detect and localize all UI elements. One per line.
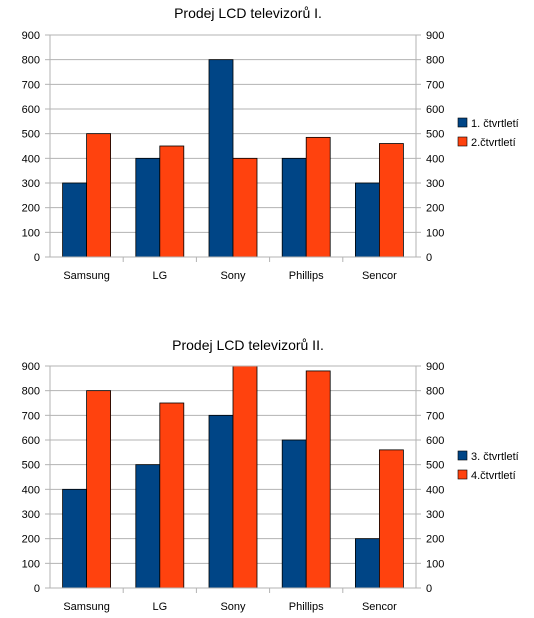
chart-1-y-axis-left: 0 100 200 300 400 500 600 700 800 900 — [22, 30, 40, 264]
chart-1-x-tick-label: LG — [152, 270, 167, 282]
chart-1-x-tick-label: Phillips — [289, 270, 324, 282]
chart-2-bar-samsung-series-2 — [86, 390, 111, 589]
chart-1-x-tick-label: Sony — [220, 270, 246, 282]
chart-1-bar-sony-series-1 — [208, 59, 234, 258]
chart-2-y-axis-right: 0 100 200 300 400 500 600 700 800 900 — [426, 361, 444, 595]
chart-1-y-tick-label-left: 600 — [22, 104, 40, 116]
chart-2-legend-swatch-1 — [457, 450, 468, 461]
chart-2-y-tick-label-left: 800 — [22, 386, 40, 398]
chart-1-y-tick-label-left: 900 — [22, 30, 40, 42]
chart-2-legend-swatch-2 — [457, 469, 468, 480]
chart-1-y-tick-label-right: 600 — [426, 104, 444, 116]
chart-2-title: Prodej LCD televizorů II. — [172, 337, 324, 353]
chart-1-y-tick-label-left: 500 — [22, 129, 40, 141]
chart-2-bar-sencor-series-1 — [354, 538, 380, 589]
chart-1-y-tick-label-left: 700 — [22, 79, 40, 91]
chart-1-bar-samsung-series-1 — [62, 182, 87, 258]
chart-1-legend: 1. čtvrtletí 2.čtvrtletí — [457, 117, 519, 149]
chart-1-y-tick-label-right: 300 — [426, 178, 444, 190]
chart-1-y-tick-label-right: 900 — [426, 30, 444, 42]
chart-1-legend-swatch-2 — [457, 136, 468, 147]
chart-2-y-tick-label-left: 500 — [22, 460, 40, 472]
chart-2-y-tick-label-right: 300 — [426, 509, 444, 521]
chart-2-y-axis-left: 0 100 200 300 400 500 600 700 800 900 — [22, 361, 40, 595]
chart-1-y-tick-label-right: 0 — [426, 252, 432, 264]
chart-1-x-axis: Samsung LG Sony Phillips Sencor — [63, 270, 397, 282]
chart-2-bar-phillips-series-1 — [281, 439, 307, 589]
chart-1-x-tick-label: Sencor — [362, 270, 397, 282]
chart-1-bar-sencor-series-2 — [378, 143, 404, 258]
chart-2-y-tick-label-right: 0 — [426, 583, 432, 595]
chart-1-y-tick-label-right: 200 — [426, 203, 444, 215]
chart-1-y-tick-label-right: 800 — [426, 55, 444, 67]
chart-1-bar-lg-series-2 — [159, 145, 185, 258]
chart-1-bar-phillips-series-2 — [305, 136, 331, 258]
chart-2-x-tick-label: Samsung — [63, 601, 109, 613]
chart-1-y-tick-label-left: 400 — [22, 153, 40, 165]
chart-2-y-tick-label-left: 100 — [22, 558, 40, 570]
chart-1-bar-phillips-series-1 — [281, 157, 307, 258]
chart-2-x-tick-label: Sony — [220, 601, 246, 613]
chart-2-x-tick-label: Sencor — [362, 601, 397, 613]
chart-2-y-tick-label-right: 400 — [426, 484, 444, 496]
chart-2-legend-label-1: 3. čtvrtletí — [471, 451, 519, 463]
chart-1-bar-lg-series-1 — [135, 157, 161, 258]
chart-2-legend-label-2: 4.čtvrtletí — [471, 470, 516, 482]
chart-2-y-tick-label-right: 500 — [426, 460, 444, 472]
chart-2-y-tick-label-left: 300 — [22, 509, 40, 521]
chart-2-y-tick-label-right: 800 — [426, 386, 444, 398]
chart-2-x-tick-label: LG — [152, 601, 167, 613]
chart-2-y-tick-label-right: 700 — [426, 410, 444, 422]
chart-1-bar-sencor-series-1 — [354, 182, 380, 258]
chart-1-legend-label-2: 2.čtvrtletí — [471, 137, 516, 149]
chart-2-x-tick-label: Phillips — [289, 601, 324, 613]
chart-1-y-tick-label-right: 700 — [426, 79, 444, 91]
chart-2-y-tick-label-left: 900 — [22, 361, 40, 373]
chart-1-y-tick-label-left: 300 — [22, 178, 40, 190]
chart-1-axes — [45, 34, 421, 262]
chart-2-y-tick-label-right: 200 — [426, 534, 444, 546]
chart-1-legend-label-1: 1. čtvrtletí — [471, 118, 519, 130]
chart-2-y-tick-label-left: 700 — [22, 410, 40, 422]
chart-2-y-tick-label-left: 0 — [34, 583, 40, 595]
chart-2-bar-samsung-series-1 — [62, 488, 87, 589]
chart-2-y-tick-label-right: 900 — [426, 361, 444, 373]
chart-2-bar-sony-series-2 — [232, 365, 258, 589]
chart-2-axes — [45, 365, 421, 593]
chart-1-y-axis-right: 0 100 200 300 400 500 600 700 800 900 — [426, 30, 444, 264]
chart-1-y-tick-label-right: 500 — [426, 129, 444, 141]
chart-1-y-tick-label-left: 200 — [22, 203, 40, 215]
chart-2-y-tick-label-right: 600 — [426, 435, 444, 447]
chart-1-bar-samsung-series-2 — [86, 133, 111, 258]
chart-2-y-tick-label-left: 200 — [22, 534, 40, 546]
chart-2-bar-phillips-series-2 — [305, 370, 331, 589]
chart-2-bar-lg-series-2 — [159, 402, 185, 589]
chart-2-bar-sony-series-1 — [208, 414, 234, 589]
chart-1-y-tick-label-left: 0 — [34, 252, 40, 264]
chart-1-legend-swatch-1 — [457, 117, 468, 128]
chart-1-plot-frame — [49, 34, 417, 258]
chart-1: Prodej LCD televizorů I. 0 100 200 300 400 50… — [22, 5, 519, 282]
chart-2-y-tick-label-left: 600 — [22, 435, 40, 447]
chart-2-y-tick-label-left: 400 — [22, 484, 40, 496]
chart-1-y-tick-label-right: 400 — [426, 153, 444, 165]
chart-2-x-axis: Samsung LG Sony Phillips Sencor — [63, 601, 397, 613]
chart-2-bars — [62, 365, 404, 589]
chart-2-bar-lg-series-1 — [135, 464, 161, 589]
chart-1-y-tick-label-left: 800 — [22, 55, 40, 67]
chart-2-legend: 3. čtvrtletí 4.čtvrtletí — [457, 450, 519, 482]
chart-2: Prodej LCD televizorů II. 0 100 200 300 400 5… — [22, 337, 519, 613]
chart-2-y-tick-label-right: 100 — [426, 558, 444, 570]
chart-1-title: Prodej LCD televizorů I. — [174, 5, 322, 21]
chart-1-y-tick-label-right: 100 — [426, 227, 444, 239]
chart-2-bar-sencor-series-2 — [378, 449, 404, 589]
chart-2-plot-frame — [49, 365, 417, 589]
chart-1-y-tick-label-left: 100 — [22, 227, 40, 239]
chart-1-x-tick-label: Samsung — [63, 270, 109, 282]
chart-1-bar-sony-series-2 — [232, 157, 258, 258]
